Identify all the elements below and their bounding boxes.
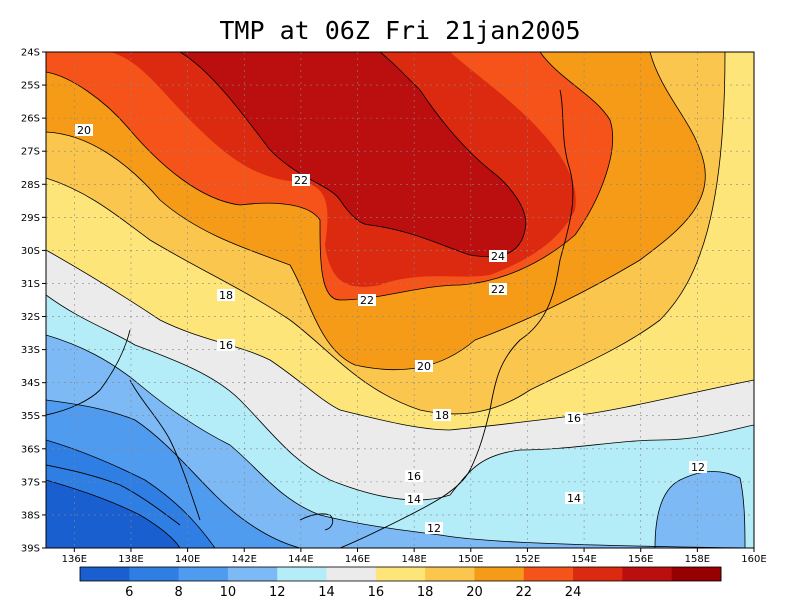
y-tick-label: 34S: [21, 378, 40, 389]
contour-label: 16: [407, 470, 421, 483]
map-grid: [46, 52, 754, 548]
y-tick-label: 36S: [21, 444, 40, 455]
map-title: TMP at 06Z Fri 21jan2005: [219, 16, 581, 45]
x-tick-label: 156E: [628, 554, 653, 565]
colorbar-label: 10: [220, 585, 237, 600]
contour-label: 18: [219, 289, 233, 302]
coastline: [46, 89, 574, 548]
x-tick-label: 142E: [232, 554, 257, 565]
band-below-6: [46, 480, 180, 548]
colorbar-swatch: [178, 567, 229, 581]
y-tick-label: 29S: [21, 213, 40, 224]
colorbar-swatch: [80, 567, 130, 581]
x-tick-label: 146E: [345, 554, 370, 565]
y-axis-ticks: 24S 25S 26S 27S 28S 29S 30S 31S 32S 33S 34S 35S 36S 3…: [21, 48, 46, 555]
contour-label-bg: [75, 124, 93, 136]
contour-label: 14: [567, 492, 581, 505]
y-tick-label: 38S: [21, 510, 40, 521]
colorbar-label: 8: [174, 585, 182, 600]
colorbar-swatch: [523, 567, 574, 581]
colorbar-swatch: [375, 567, 426, 581]
y-tick-label: 31S: [21, 279, 40, 290]
filled-contours: [46, 52, 754, 548]
y-tick-label: 27S: [21, 147, 40, 158]
colorbar-label: 12: [269, 585, 286, 600]
contour-label-bg: [433, 409, 451, 421]
colorbar-label: 14: [318, 585, 335, 600]
band-24-core: [180, 52, 526, 257]
contour-label-bg: [405, 493, 423, 505]
contour-lines: [46, 52, 754, 548]
colorbar-swatch: [277, 567, 328, 581]
y-tick-label: 39S: [21, 544, 40, 555]
colorbar-label: 22: [515, 585, 532, 600]
contour-label-bg: [358, 294, 376, 306]
contour-label: 16: [219, 339, 233, 352]
contour-labels: 20 22 24 22 22 18 16 20 18 16 16 14 14 12 12: [75, 124, 707, 535]
x-tick-label: 154E: [571, 554, 596, 565]
x-axis-ticks: 136E 138E 140E 142E 144E 146E 148E 150E 152E 154E…: [62, 548, 767, 565]
contour-label: 20: [417, 360, 431, 373]
contour-label: 22: [360, 294, 374, 307]
x-tick-label: 150E: [458, 554, 483, 565]
y-tick-label: 28S: [21, 180, 40, 191]
x-tick-label: 138E: [118, 554, 143, 565]
contour-label-bg: [489, 283, 507, 295]
x-tick-label: 158E: [685, 554, 710, 565]
band-10-12: [46, 335, 754, 548]
contour-label: 16: [567, 412, 581, 425]
contour-label-bg: [689, 461, 707, 473]
contour-label: 20: [77, 124, 91, 137]
colorbar-label: 16: [368, 585, 385, 600]
contour-label-bg: [565, 492, 583, 504]
contour-label: 24: [491, 250, 505, 263]
contour-label: 18: [435, 409, 449, 422]
contour-label: 22: [294, 174, 308, 187]
contour-label: 12: [427, 522, 441, 535]
contour-label-bg: [292, 174, 310, 186]
x-tick-label: 148E: [401, 554, 426, 565]
map-frame: [45, 51, 755, 549]
colorbar-swatch: [129, 567, 180, 581]
contour-label-bg: [217, 289, 235, 301]
colorbar-swatch: [474, 567, 525, 581]
contour-label-bg: [405, 470, 423, 482]
y-tick-label: 35S: [21, 411, 40, 422]
contour-label-bg: [425, 522, 443, 534]
x-tick-label: 140E: [175, 554, 200, 565]
contour-label: 22: [491, 283, 505, 296]
colorbar-label: 6: [125, 585, 133, 600]
colorbar-swatch: [573, 567, 623, 581]
colorbar-swatch: [227, 567, 278, 581]
contour-label: 14: [407, 493, 421, 506]
colorbar-frame: [79, 566, 722, 582]
x-tick-label: 136E: [62, 554, 87, 565]
y-tick-label: 30S: [21, 246, 40, 257]
contour-label: 12: [691, 461, 705, 474]
colorbar: 6 8 10 12 14 16 18 20 22 24: [79, 566, 722, 600]
x-tick-label: 144E: [288, 554, 313, 565]
y-tick-label: 37S: [21, 477, 40, 488]
y-tick-label: 33S: [21, 345, 40, 356]
colorbar-swatch: [622, 567, 673, 581]
contour-label-bg: [217, 339, 235, 351]
y-tick-label: 32S: [21, 312, 40, 323]
x-tick-label: 160E: [741, 554, 766, 565]
y-tick-label: 26S: [21, 114, 40, 125]
x-tick-label: 152E: [515, 554, 540, 565]
contour-label-bg: [415, 360, 433, 372]
colorbar-label: 20: [466, 585, 483, 600]
contour-label-bg: [565, 412, 583, 424]
colorbar-label: 24: [565, 585, 582, 600]
y-tick-label: 24S: [21, 48, 40, 59]
colorbar-swatch: [671, 567, 722, 581]
colorbar-swatch: [326, 567, 377, 581]
colorbar-label: 18: [417, 585, 434, 600]
y-tick-label: 25S: [21, 81, 40, 92]
contour-label-bg: [489, 250, 507, 262]
colorbar-swatch: [425, 567, 475, 581]
